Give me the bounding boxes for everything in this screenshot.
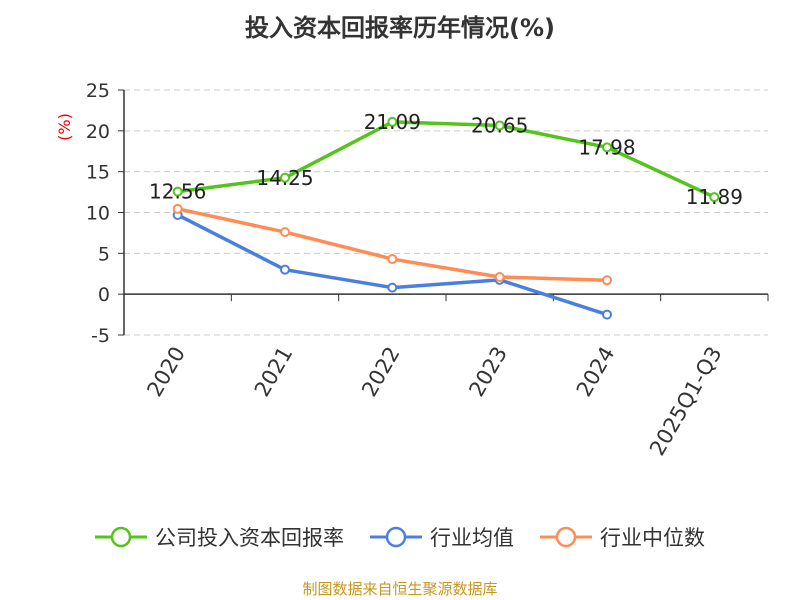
x-tick-label: 2021: [250, 343, 298, 401]
x-tick-label: 2020: [142, 343, 190, 401]
legend-item[interactable]: 行业均值: [370, 522, 514, 552]
data-point: [602, 309, 612, 320]
series-line: [177, 207, 608, 283]
y-tick-label: 20: [86, 121, 110, 143]
y-tick-label: 5: [98, 243, 110, 265]
y-tick-label: 25: [86, 80, 110, 102]
y-tick-label: -5: [91, 325, 110, 347]
legend-marker-icon: [540, 526, 592, 548]
data-point: [280, 264, 290, 275]
x-tick-label: 2024: [572, 343, 620, 401]
data-label: 21.09: [364, 110, 421, 134]
data-point: [387, 116, 398, 127]
data-point: [494, 272, 505, 283]
data-point: [280, 172, 290, 183]
source-note: 制图数据来自恒生聚源数据库: [302, 580, 498, 598]
data-label: 12.56: [149, 180, 206, 204]
legend: 公司投入资本回报率 行业均值 行业中位数: [0, 522, 800, 552]
y-axis-label: (%): [55, 113, 74, 141]
legend-item[interactable]: 公司投入资本回报率: [95, 522, 344, 552]
legend-marker-icon: [95, 526, 147, 548]
y-tick-label: 10: [86, 203, 110, 225]
data-label: 20.65: [471, 114, 528, 138]
data-label: 14.25: [256, 166, 313, 190]
data-point: [280, 227, 290, 238]
y-tick-label: 15: [86, 162, 110, 184]
series-line: [176, 213, 608, 317]
x-tick-label: 2022: [357, 343, 405, 401]
data-label: 11.89: [686, 185, 743, 209]
data-point: [494, 120, 505, 131]
legend-label: 行业均值: [430, 526, 514, 550]
x-tick-label: 2023: [464, 342, 512, 400]
data-point: [387, 282, 398, 293]
data-point: [172, 186, 183, 197]
data-point: [602, 275, 612, 286]
y-tick-label: 0: [98, 284, 110, 306]
data-point: [709, 192, 720, 203]
data-label: 17.98: [578, 135, 635, 159]
legend-marker-icon: [370, 526, 422, 548]
x-tick-label: 2025Q1-Q3: [645, 343, 727, 460]
legend-item[interactable]: 行业中位数: [540, 522, 705, 552]
data-point: [387, 254, 398, 265]
chart-title: 投入资本回报率历年情况(%): [245, 14, 555, 42]
data-point: [602, 142, 612, 153]
data-point: [172, 203, 183, 214]
legend-label: 公司投入资本回报率: [155, 526, 344, 550]
legend-label: 行业中位数: [600, 526, 705, 550]
series-line: [177, 120, 716, 199]
